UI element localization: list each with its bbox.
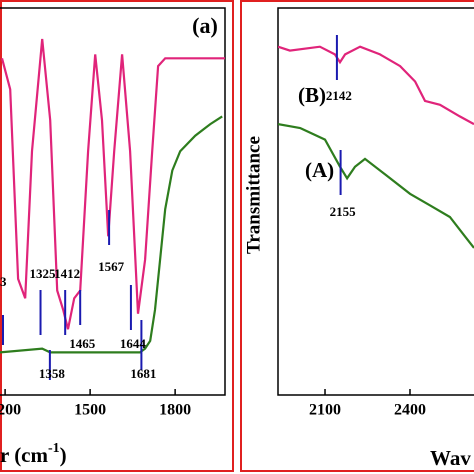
x-axis-label-sup: -1 — [48, 441, 60, 456]
x-tick-label: 2400 — [394, 402, 426, 419]
peak-label: 1644 — [120, 336, 147, 351]
peak-label: 3 — [0, 274, 7, 289]
peak-label: 2155 — [330, 204, 357, 219]
peak-label: 1412 — [54, 266, 80, 281]
spectrum-line — [278, 45, 474, 126]
spectrum-line — [278, 123, 474, 249]
plot-area — [278, 35, 474, 395]
x-axis-label-part: r (cm — [0, 443, 49, 467]
spectrum-line — [0, 115, 223, 354]
peak-label: 1681 — [130, 366, 156, 381]
series-label: (A) — [305, 158, 334, 182]
series-label: (B) — [298, 83, 326, 107]
plot-area — [0, 38, 225, 395]
x-axis-label-part: ) — [60, 443, 67, 467]
panel-label: (a) — [192, 13, 218, 38]
plot-frame — [0, 7, 226, 396]
peak-label: 1358 — [39, 366, 66, 381]
y-axis-label: Transmittance — [243, 136, 264, 254]
x-axis-label: r (cm-1) — [0, 441, 67, 467]
peak-label: 1465 — [69, 336, 96, 351]
panel-border — [0, 0, 234, 472]
panel-border — [240, 0, 474, 472]
x-tick-label: 2100 — [309, 402, 341, 419]
peak-label: 1567 — [98, 259, 125, 274]
x-axis-label: Wav — [430, 446, 471, 470]
plot-frame — [277, 7, 474, 396]
x-tick-label: 1800 — [159, 402, 191, 419]
spectrum-line — [0, 38, 225, 330]
peak-label: 1325 — [30, 266, 57, 281]
x-tick-label: 1200 — [0, 402, 21, 419]
peak-label: 2142 — [326, 88, 352, 103]
x-tick-label: 1500 — [74, 402, 106, 419]
